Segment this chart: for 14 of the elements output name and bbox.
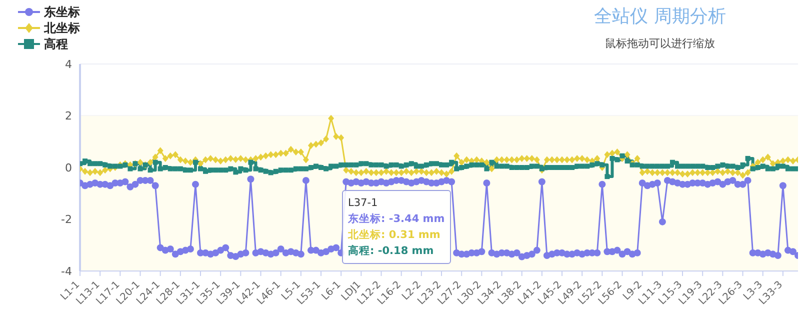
y-tick-label: 0 xyxy=(65,161,72,174)
legend-label: 北坐标 xyxy=(44,20,80,36)
y-tick-label: -4 xyxy=(61,264,72,278)
annotation: 高程: -0.18 mm xyxy=(348,244,435,259)
y-tick-label: 4 xyxy=(65,58,72,71)
legend-label: 东坐标 xyxy=(44,4,80,20)
chart-title: 全站仪 周期分析 xyxy=(593,5,727,28)
y-tick-label: -2 xyxy=(61,213,72,226)
chart-subtitle: 鼠标拖动可以进行缩放 xyxy=(604,36,716,51)
annotation: 东坐标: -3.44 mm xyxy=(348,212,445,227)
y-tick-label: 2 xyxy=(65,110,72,123)
annotation: 北坐标: 0.31 mm xyxy=(348,228,442,243)
annotation: L37-1 xyxy=(348,196,379,211)
legend-label: 高程 xyxy=(44,36,68,52)
